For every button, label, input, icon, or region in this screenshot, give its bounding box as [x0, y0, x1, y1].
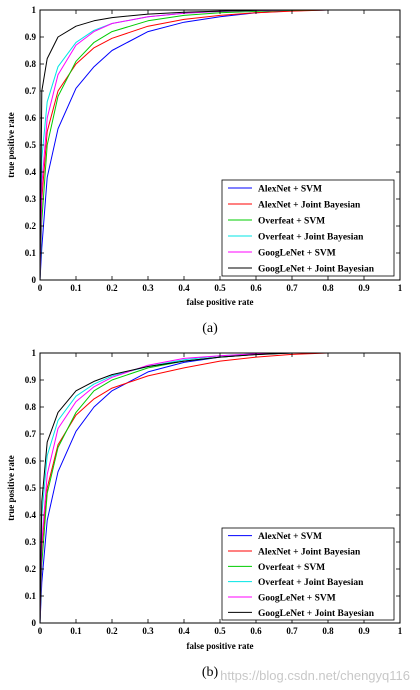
legend-label-0: AlexNet + SVM	[258, 532, 322, 542]
y-tick-label: 0.5	[25, 140, 37, 150]
legend-box	[221, 527, 395, 621]
y-tick-label: 0.6	[25, 456, 37, 466]
y-tick-label: 1	[32, 5, 37, 15]
legend-label-5: GoogLeNet + Joint Bayesian	[258, 265, 375, 275]
y-tick-label: 0.3	[25, 194, 37, 204]
y-axis-label: true positive rate	[6, 112, 16, 177]
x-tick-label: 1	[398, 283, 403, 293]
x-tick-label: 0.9	[358, 626, 370, 636]
legend-label-0: AlexNet + SVM	[258, 185, 322, 195]
x-tick-label: 0.7	[286, 626, 298, 636]
x-tick-label: 0.6	[250, 283, 262, 293]
roc-panel-b: 0 0.1 0.2 0.3 0.4 0.5 0.6 0.7 0.8 0.9 1 0 0.1 0.2 0.3 0…	[6, 348, 403, 680]
panel-caption: (b)	[202, 665, 219, 680]
legend-label-1: AlexNet + Joint Bayesian	[258, 201, 361, 211]
x-tick-label: 0.3	[142, 283, 154, 293]
x-tick-label: 0.2	[106, 283, 118, 293]
y-tick-label: 0.2	[25, 221, 37, 231]
y-tick-label: 0.9	[25, 32, 37, 42]
x-tick-label: 0.3	[142, 626, 154, 636]
y-tick-label: 0.6	[25, 113, 37, 123]
x-tick-label: 0	[38, 283, 43, 293]
y-tick-label: 0.4	[25, 167, 37, 177]
y-tick-label: 0.4	[25, 510, 37, 520]
x-axis-label: false positive rate	[187, 641, 254, 651]
x-tick-label: 0	[38, 626, 43, 636]
legend-label-3: Overfeat + Joint Bayesian	[258, 233, 364, 243]
legend-label-2: Overfeat + SVM	[258, 563, 325, 573]
x-tick-label: 0.4	[178, 626, 190, 636]
y-tick-label: 1	[32, 348, 37, 358]
y-tick-label: 0.9	[25, 375, 37, 385]
legend-label-4: GoogLeNet + SVM	[258, 594, 336, 604]
legend-label-2: Overfeat + SVM	[258, 217, 325, 227]
legend-box	[221, 179, 395, 277]
y-tick-label: 0.2	[25, 564, 37, 574]
legend: AlexNet + SVM AlexNet + Joint Bayesian Ove…	[221, 527, 395, 621]
legend-label-3: Overfeat + Joint Bayesian	[258, 578, 364, 588]
x-tick-label: 0.5	[214, 626, 226, 636]
legend-label-4: GoogLeNet + SVM	[258, 249, 336, 259]
y-tick-label: 0.7	[25, 86, 37, 96]
x-tick-label: 1	[398, 626, 403, 636]
legend-label-5: GoogLeNet + Joint Bayesian	[258, 609, 375, 619]
y-tick-label: 0.3	[25, 537, 37, 547]
watermark-text: https://blog.csdn.net/chengyq116	[220, 668, 410, 683]
x-tick-label: 0.1	[70, 283, 82, 293]
x-tick-label: 0.5	[214, 283, 226, 293]
legend-label-1: AlexNet + Joint Bayesian	[258, 548, 361, 558]
legend: AlexNet + SVM AlexNet + Joint Bayesian Ove…	[221, 179, 395, 277]
panel-caption: (a)	[202, 321, 218, 336]
roc-panel-a: 0 0.1 0.2 0.3 0.4 0.5 0.6 0.7 0.8 0.9 1 0 0.1 0.2 0.3 0…	[6, 5, 403, 336]
y-tick-label: 0.8	[25, 59, 37, 69]
x-tick-label: 0.4	[178, 283, 190, 293]
y-tick-label: 0	[32, 618, 37, 628]
y-tick-label: 0.5	[25, 483, 37, 493]
x-tick-label: 0.9	[358, 283, 370, 293]
x-tick-label: 0.8	[322, 626, 334, 636]
y-tick-label: 0.7	[25, 429, 37, 439]
x-tick-label: 0.8	[322, 283, 334, 293]
y-tick-label: 0.8	[25, 402, 37, 412]
x-tick-label: 0.6	[250, 626, 262, 636]
y-tick-label: 0.1	[25, 248, 37, 258]
y-tick-label: 0.1	[25, 591, 37, 601]
x-tick-label: 0.7	[286, 283, 298, 293]
y-tick-label: 0	[32, 275, 37, 285]
x-tick-label: 0.1	[70, 626, 82, 636]
y-axis-label: true positive rate	[6, 455, 16, 520]
x-tick-label: 0.2	[106, 626, 118, 636]
x-axis-label: false positive rate	[187, 297, 254, 307]
